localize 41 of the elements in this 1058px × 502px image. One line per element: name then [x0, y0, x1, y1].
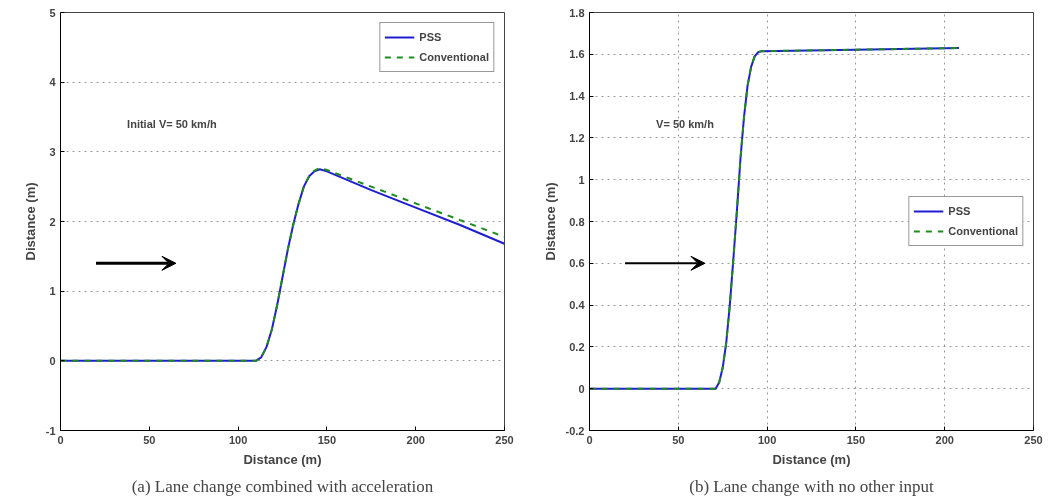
x-tick-label: 100	[757, 433, 777, 446]
y-tick-label: 1.4	[569, 90, 586, 103]
annotation: V= 50 km/h	[656, 117, 715, 130]
y-tick-label: 1.8	[569, 6, 585, 19]
legend-label: PSS	[948, 205, 971, 217]
y-tick-label: -0.2	[565, 424, 585, 437]
legend-label: Conventional	[948, 225, 1018, 237]
y-tick-label: 5	[49, 6, 56, 19]
x-tick-label: 200	[406, 433, 425, 446]
x-tick-label: 50	[143, 433, 156, 446]
text: (a) Lane change combined with acceleration	[131, 476, 434, 496]
y-tick-label: 0	[578, 382, 585, 395]
text: (b) Lane change with no other input	[689, 476, 935, 496]
y-tick-label: 1.2	[569, 131, 585, 144]
annotation: Initial V= 50 km/h	[127, 117, 217, 130]
legend-label: Conventional	[419, 51, 489, 63]
x-tick-label: 250	[1024, 433, 1043, 446]
y-tick-label: 3	[49, 145, 56, 158]
y-tick-label: 0.2	[569, 340, 585, 353]
y-tick-label: -1	[45, 424, 56, 437]
y-tick-label: 0.6	[569, 257, 585, 270]
y-tick-label: 0	[49, 354, 56, 367]
y-axis-title: Distance (m)	[542, 182, 558, 261]
y-tick-label: 1.6	[569, 48, 585, 61]
x-axis-title: Distance (m)	[243, 451, 322, 467]
x-tick-label: 100	[228, 433, 248, 446]
y-tick-label: 4	[49, 76, 57, 89]
y-tick-label: 1	[578, 173, 585, 186]
x-tick-label: 200	[935, 433, 954, 446]
y-axis-title: Distance (m)	[22, 182, 38, 261]
y-tick-label: 0.8	[569, 215, 585, 228]
x-tick-label: 150	[846, 433, 866, 446]
y-tick-label: 1	[49, 285, 56, 298]
x-tick-label: 250	[495, 433, 514, 446]
y-tick-label: 2	[49, 215, 56, 228]
x-axis-title: Distance (m)	[772, 451, 851, 467]
legend-label: PSS	[419, 31, 442, 43]
x-tick-label: 150	[317, 433, 337, 446]
x-tick-label: 0	[57, 433, 64, 446]
x-tick-label: 50	[672, 433, 685, 446]
y-tick-label: 0.4	[569, 299, 586, 312]
